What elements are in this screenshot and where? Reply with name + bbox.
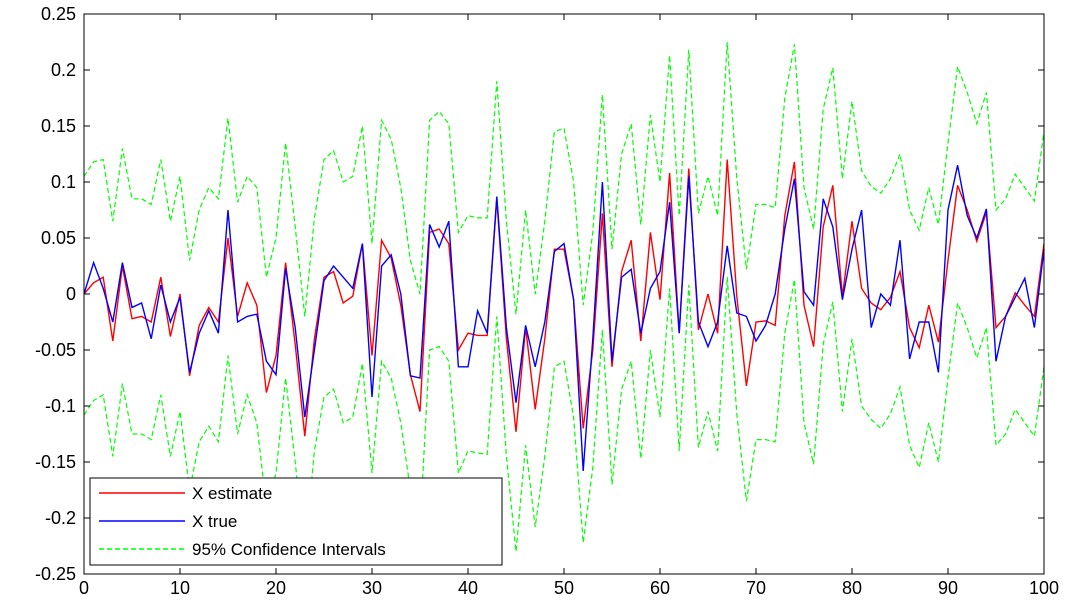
x-tick-label: 50 <box>554 578 574 598</box>
legend-label-confidence: 95% Confidence Intervals <box>192 540 386 559</box>
series-x-true <box>83 165 1045 472</box>
y-tick-label: 0 <box>66 284 76 304</box>
x-tick-label: 60 <box>650 578 670 598</box>
y-tick-label: -0.15 <box>35 452 76 472</box>
y-tick-label: 0.15 <box>41 116 76 136</box>
legend-label-estimate: X estimate <box>192 484 272 503</box>
x-tick-label: 100 <box>1029 578 1059 598</box>
y-tick-label: -0.1 <box>45 396 76 416</box>
x-tick-label: 90 <box>938 578 958 598</box>
series-confidence-lower <box>83 277 1045 554</box>
x-tick-label: 70 <box>746 578 766 598</box>
x-tick-label: 10 <box>170 578 190 598</box>
x-tick-label: 0 <box>79 578 89 598</box>
y-tick-label: 0.25 <box>41 4 76 24</box>
series-confidence-upper <box>83 41 1045 317</box>
x-tick-label: 40 <box>458 578 478 598</box>
y-tick-label: 0.1 <box>51 172 76 192</box>
y-tick-label: -0.2 <box>45 508 76 528</box>
y-tick-label: 0.2 <box>51 60 76 80</box>
series-x-estimate <box>83 159 1045 437</box>
legend: X estimate X true 95% Confidence Interva… <box>89 477 503 566</box>
x-tick-label: 80 <box>842 578 862 598</box>
x-tick-label: 20 <box>266 578 286 598</box>
x-tick-label: 30 <box>362 578 382 598</box>
series-layer <box>83 41 1045 554</box>
y-tick-label: 0.05 <box>41 228 76 248</box>
axes-layer: 0 10 20 30 40 50 60 70 80 90 100 -0.25 -0.2 -0.15 -0.1… <box>35 4 1059 598</box>
legend-label-true: X true <box>192 512 237 531</box>
y-tick-label: -0.25 <box>35 564 76 584</box>
y-tick-label: -0.05 <box>35 340 76 360</box>
